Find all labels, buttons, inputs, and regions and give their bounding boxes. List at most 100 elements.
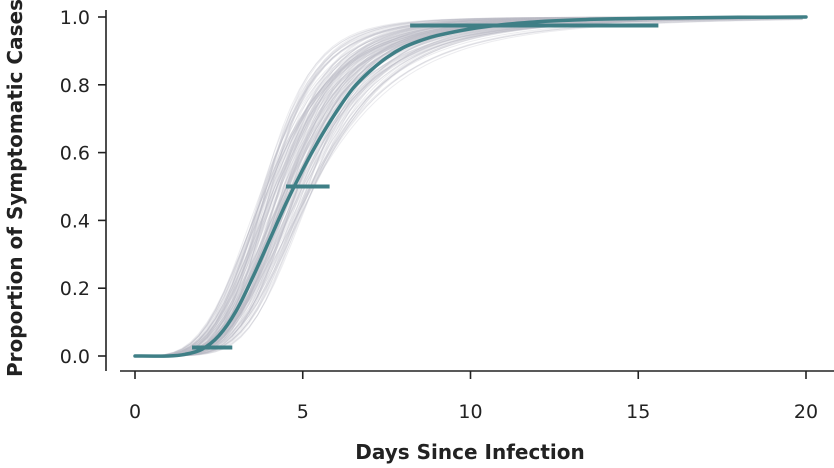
bootstrap-curve xyxy=(148,16,803,357)
bootstrap-curve xyxy=(148,17,803,357)
bootstrap-curve xyxy=(148,16,803,357)
bootstrap-curve xyxy=(148,17,803,357)
bootstrap-curve xyxy=(148,17,803,357)
bootstrap-curve xyxy=(148,16,803,357)
x-ticks: 0 5 10 15 20 xyxy=(129,371,818,423)
bootstrap-curve xyxy=(148,17,803,357)
bootstrap-curve xyxy=(148,16,803,357)
bootstrap-curve xyxy=(148,17,803,357)
bootstrap-curve xyxy=(148,17,803,357)
bootstrap-curve xyxy=(148,17,803,357)
bootstrap-curve xyxy=(148,16,803,357)
bootstrap-curve xyxy=(148,17,803,357)
bootstrap-curve xyxy=(148,16,803,357)
bootstrap-curve xyxy=(148,16,803,357)
bootstrap-curve xyxy=(148,16,803,357)
bootstrap-curve xyxy=(148,17,803,357)
y-tick-label: 0.4 xyxy=(60,210,90,232)
bootstrap-curve xyxy=(148,16,803,357)
bootstrap-curve xyxy=(148,17,803,357)
bootstrap-curve xyxy=(148,16,803,357)
bootstrap-curve xyxy=(148,16,803,357)
bootstrap-curve xyxy=(148,17,803,357)
bootstrap-curve xyxy=(148,16,803,357)
bootstrap-curve xyxy=(148,17,803,357)
bootstrap-curve xyxy=(148,16,803,357)
bootstrap-curve xyxy=(148,16,803,357)
bootstrap-curve xyxy=(148,16,803,357)
bootstrap-curve xyxy=(148,16,803,357)
bootstrap-curve xyxy=(148,18,803,357)
bootstrap-curve xyxy=(148,16,803,357)
bootstrap-curve xyxy=(148,16,803,357)
bootstrap-curve xyxy=(148,16,803,357)
y-tick-label: 0.0 xyxy=(60,346,90,368)
bootstrap-curve xyxy=(148,16,803,357)
bootstrap-curve xyxy=(148,16,803,357)
bootstrap-curve xyxy=(148,16,803,357)
bootstrap-curve xyxy=(148,16,803,357)
bootstrap-curve xyxy=(148,17,803,357)
bootstrap-curve xyxy=(148,16,803,357)
bootstrap-curve xyxy=(148,17,803,357)
axes xyxy=(105,10,834,372)
bootstrap-curve xyxy=(148,16,803,357)
bootstrap-curve xyxy=(148,17,803,357)
y-tick-label: 0.8 xyxy=(60,75,90,97)
estimate-curve xyxy=(133,15,808,358)
bootstrap-curve xyxy=(148,17,803,357)
bootstrap-curve xyxy=(148,16,803,357)
bootstrap-curve xyxy=(148,16,803,357)
bootstrap-curve xyxy=(148,16,803,357)
bootstrap-curve xyxy=(148,17,803,357)
bootstrap-curve xyxy=(148,17,803,357)
bootstrap-curve xyxy=(148,16,803,357)
bootstrap-curve xyxy=(148,17,803,357)
bootstrap-curve xyxy=(148,16,803,357)
bootstrap-curve xyxy=(148,16,803,357)
bootstrap-curve xyxy=(148,17,803,357)
y-tick-label: 1.0 xyxy=(60,7,90,29)
bootstrap-curve xyxy=(148,16,803,357)
x-tick-label: 15 xyxy=(626,401,650,423)
bootstrap-curve xyxy=(148,16,803,357)
bootstrap-curve xyxy=(148,17,803,357)
bootstrap-curve xyxy=(148,17,803,357)
bootstrap-curve xyxy=(148,17,803,357)
bootstrap-curve xyxy=(148,17,803,357)
bootstrap-curve xyxy=(148,16,803,357)
bootstrap-curve xyxy=(148,16,803,357)
bootstrap-curve xyxy=(148,16,803,357)
bootstrap-curve xyxy=(148,16,803,357)
bootstrap-curve xyxy=(148,17,803,357)
bootstrap-curve xyxy=(148,17,803,357)
bootstrap-curve xyxy=(148,16,803,357)
bootstrap-curve xyxy=(148,17,803,357)
bootstrap-curve xyxy=(148,16,803,357)
bootstrap-curve xyxy=(148,16,803,357)
bootstrap-curve xyxy=(148,17,803,357)
bootstrap-curve xyxy=(148,16,803,357)
bootstrap-curve xyxy=(148,16,803,357)
bootstrap-curve xyxy=(148,17,803,357)
bootstrap-curve xyxy=(148,18,803,357)
bootstrap-curve xyxy=(148,17,803,357)
bootstrap-curve xyxy=(148,17,803,357)
bootstrap-curve xyxy=(148,16,803,357)
bootstrap-curve xyxy=(148,18,803,357)
bootstrap-curve xyxy=(148,17,803,357)
bootstrap-curve xyxy=(148,17,803,357)
bootstrap-curve xyxy=(148,16,803,357)
bootstrap-curve xyxy=(148,16,803,357)
bootstrap-curve xyxy=(148,17,803,357)
x-axis-title: Days Since Infection xyxy=(355,440,584,464)
bootstrap-curve xyxy=(148,16,803,357)
bootstrap-curve xyxy=(148,17,803,357)
bootstrap-curve xyxy=(148,17,803,357)
y-ticks: 0.0 0.2 0.4 0.6 0.8 1.0 xyxy=(60,7,106,368)
bootstrap-curve xyxy=(148,17,803,357)
y-tick-label: 0.2 xyxy=(60,278,90,300)
x-tick-label: 5 xyxy=(297,401,309,423)
bootstrap-curve xyxy=(148,17,803,357)
